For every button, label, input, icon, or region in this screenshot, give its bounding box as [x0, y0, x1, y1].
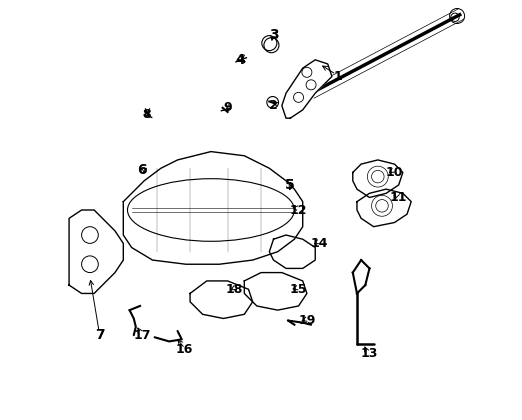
Text: 8: 8	[142, 108, 150, 121]
Text: 6: 6	[137, 163, 147, 177]
Text: 18: 18	[225, 283, 243, 296]
Text: 16: 16	[175, 343, 193, 356]
Text: 4: 4	[235, 53, 245, 67]
Text: 19: 19	[298, 314, 316, 327]
Text: 3: 3	[269, 28, 278, 42]
Text: 9: 9	[223, 101, 232, 114]
Text: 11: 11	[390, 191, 408, 204]
Text: 1: 1	[334, 70, 342, 83]
Text: 10: 10	[386, 166, 404, 179]
Polygon shape	[282, 60, 332, 118]
Text: 12: 12	[290, 204, 307, 216]
Polygon shape	[357, 189, 411, 227]
Text: 15: 15	[290, 283, 307, 296]
Text: 5: 5	[286, 178, 295, 192]
Polygon shape	[69, 210, 123, 294]
Text: 14: 14	[311, 237, 328, 250]
Polygon shape	[190, 281, 253, 318]
Text: 2: 2	[269, 99, 278, 112]
Polygon shape	[123, 152, 303, 264]
Polygon shape	[244, 273, 307, 310]
Text: 17: 17	[133, 329, 151, 341]
Polygon shape	[353, 160, 403, 197]
Polygon shape	[269, 235, 315, 268]
Text: 7: 7	[96, 328, 105, 342]
Text: 13: 13	[361, 347, 378, 360]
